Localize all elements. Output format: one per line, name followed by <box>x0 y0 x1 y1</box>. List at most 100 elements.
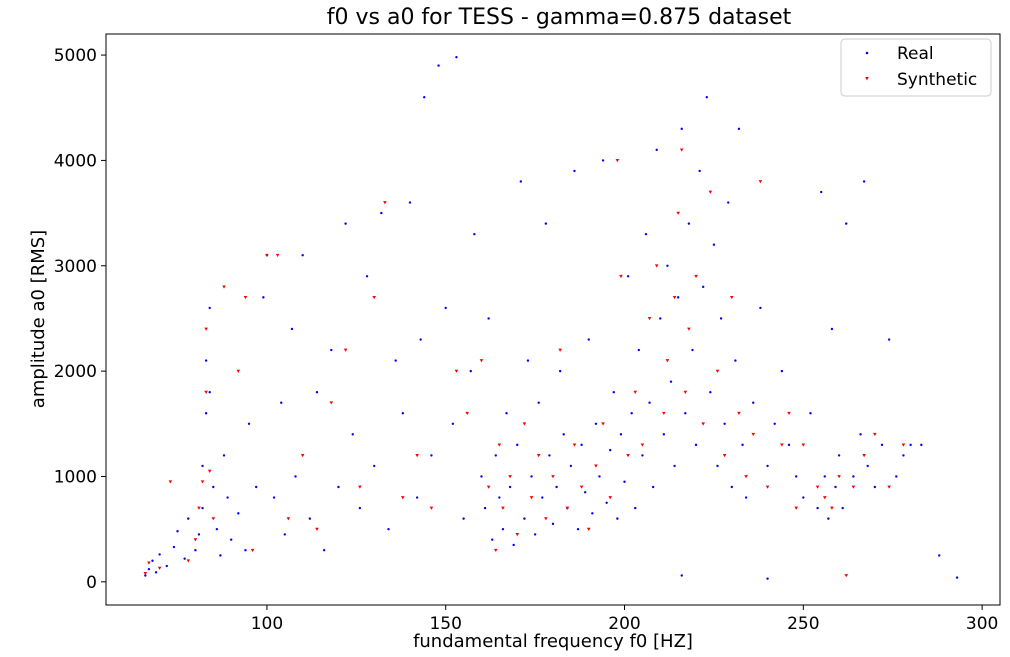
real-point <box>541 496 544 499</box>
synthetic-point <box>236 369 241 373</box>
synthetic-point <box>544 517 548 521</box>
synthetic-point <box>626 454 630 458</box>
synthetic-point <box>501 506 505 510</box>
real-point <box>701 285 705 289</box>
synthetic-point <box>383 201 387 205</box>
real-point <box>616 517 619 520</box>
real-point <box>219 554 222 557</box>
synthetic-point <box>329 401 334 405</box>
real-point <box>455 55 458 59</box>
synthetic-point <box>343 348 348 352</box>
real-point <box>716 464 719 468</box>
real-point <box>551 522 555 526</box>
real-point <box>451 422 455 425</box>
synthetic-point <box>815 485 820 489</box>
real-point <box>555 485 558 489</box>
synthetic-point <box>157 566 162 570</box>
real-point <box>609 448 612 452</box>
real-point <box>794 475 798 478</box>
synthetic-point <box>676 211 680 215</box>
synthetic-point <box>708 190 713 194</box>
real-point <box>154 571 158 574</box>
synthetic-point <box>529 496 534 500</box>
synthetic-point <box>633 390 638 394</box>
real-point <box>526 359 530 362</box>
legend-label-real: Real <box>897 44 934 64</box>
real-point <box>415 496 419 499</box>
real-point <box>823 475 826 478</box>
legend-box <box>840 38 992 97</box>
synthetic-point <box>765 485 770 489</box>
y-axis: 0 1000 2000 3000 4000 5000 <box>54 46 106 593</box>
chart-title: f0 vs a0 for TESS - gamma=0.875 dataset <box>327 5 792 30</box>
real-point <box>852 475 855 478</box>
synthetic-point <box>694 274 698 279</box>
x-axis: 100 150 200 250 300 <box>251 605 998 634</box>
real-point <box>909 443 912 447</box>
real-point <box>365 275 369 278</box>
real-point <box>655 148 658 152</box>
real-point <box>437 64 440 67</box>
real-point <box>444 306 447 310</box>
series-synthetic <box>143 148 906 578</box>
real-point <box>680 127 683 131</box>
real-point <box>880 443 884 447</box>
synthetic-point <box>508 475 512 479</box>
synthetic-point <box>683 390 688 394</box>
real-point <box>419 338 422 341</box>
real-point <box>272 496 276 499</box>
real-point <box>580 443 583 447</box>
synthetic-point <box>522 422 527 426</box>
real-point <box>280 401 283 404</box>
real-point <box>562 433 565 436</box>
real-point <box>587 338 590 341</box>
real-point <box>766 464 769 468</box>
real-point <box>809 412 812 415</box>
real-point <box>752 401 755 404</box>
real-point <box>387 527 390 531</box>
synthetic-point <box>730 295 734 300</box>
real-point <box>151 559 154 562</box>
synthetic-point <box>594 464 598 468</box>
synthetic-point <box>465 411 469 416</box>
synthetic-point <box>901 443 906 447</box>
synthetic-point <box>758 180 763 184</box>
real-point <box>530 475 533 478</box>
real-point <box>648 401 651 404</box>
real-point <box>644 232 648 236</box>
legend-marker-real <box>865 51 869 55</box>
synthetic-point <box>486 485 491 489</box>
synthetic-point <box>358 485 362 489</box>
synthetic-point <box>737 411 741 416</box>
real-point <box>226 496 229 499</box>
real-point <box>498 496 501 499</box>
real-point <box>630 412 633 415</box>
points-layer <box>143 55 959 580</box>
real-point <box>651 485 655 489</box>
real-point <box>222 454 226 457</box>
real-point <box>920 443 923 447</box>
x-tick-label: 300 <box>966 614 998 634</box>
real-point <box>712 243 716 246</box>
synthetic-point <box>672 295 677 300</box>
synthetic-point <box>572 443 577 447</box>
synthetic-point <box>265 253 269 258</box>
real-point <box>401 412 405 415</box>
real-point <box>634 506 637 510</box>
real-point <box>727 201 730 204</box>
real-point <box>283 533 286 536</box>
real-point <box>698 169 701 173</box>
real-point <box>301 254 304 257</box>
real-point <box>737 127 741 131</box>
x-tick-label: 100 <box>251 614 283 634</box>
synthetic-point <box>794 506 798 510</box>
real-point <box>709 390 712 394</box>
synthetic-point <box>250 548 255 553</box>
real-point <box>197 533 201 536</box>
real-point <box>262 296 265 299</box>
synthetic-point <box>372 295 376 300</box>
synthetic-point <box>801 443 806 447</box>
synthetic-point <box>744 475 748 479</box>
